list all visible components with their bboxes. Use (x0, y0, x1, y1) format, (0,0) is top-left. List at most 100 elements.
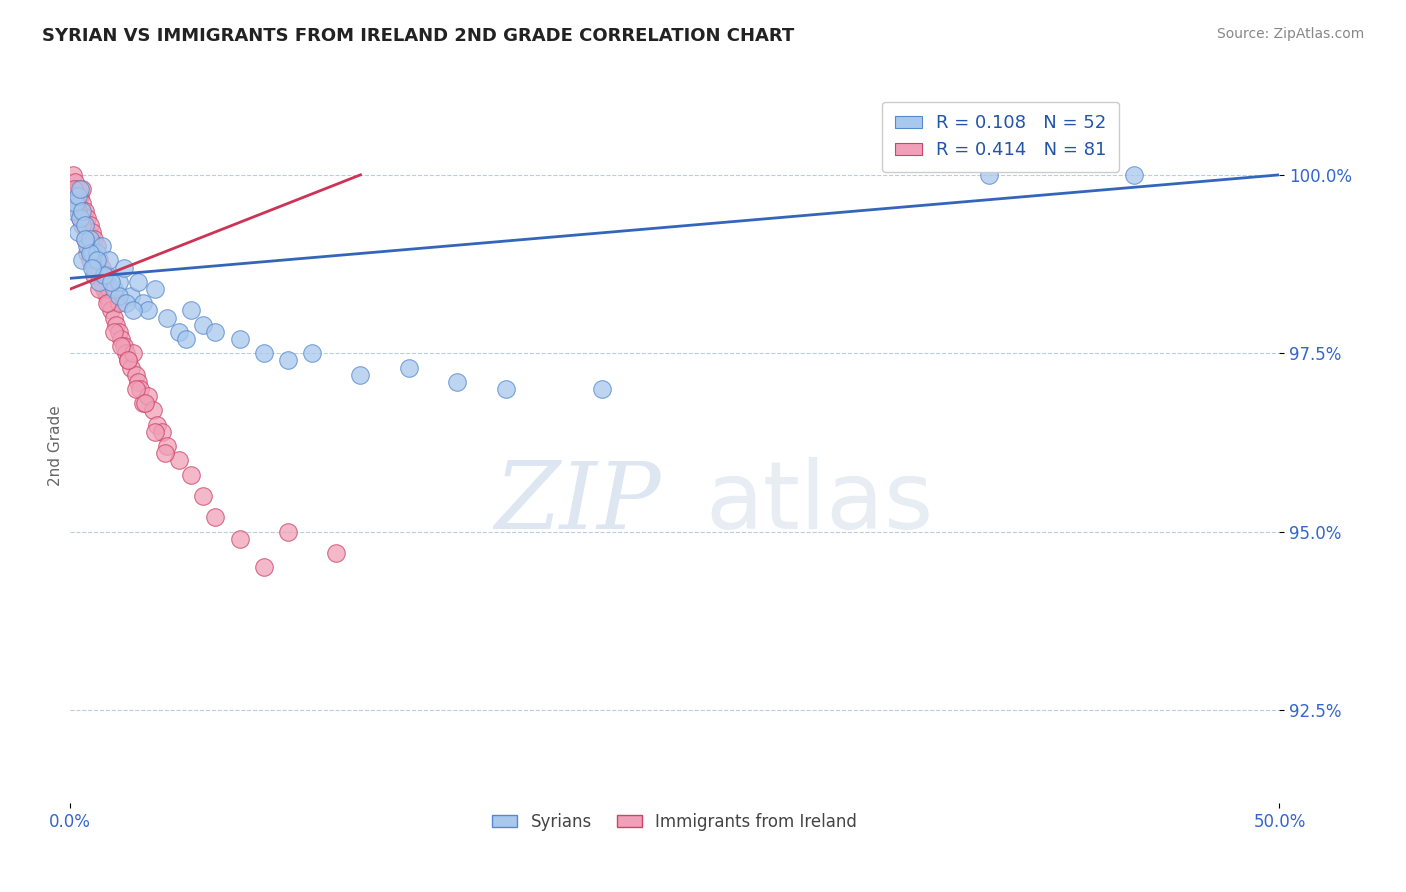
Point (979, 168, 1001, 182)
Point (180, 303, 202, 318)
Point (93, 268, 115, 282)
Point (204, 325, 226, 339)
Text: atlas: atlas (706, 457, 934, 549)
Text: Source: ZipAtlas.com: Source: ZipAtlas.com (1216, 27, 1364, 41)
Point (62, 182, 84, 196)
Point (86, 253, 108, 268)
Point (63, 196, 86, 211)
Point (132, 296, 155, 310)
Point (107, 296, 129, 310)
Point (89, 275, 111, 289)
Point (105, 318, 128, 332)
Point (72, 211, 94, 225)
Point (76, 225, 98, 239)
Point (143, 282, 166, 296)
Point (79, 253, 101, 268)
Point (69, 211, 91, 225)
Point (115, 296, 138, 310)
Point (122, 303, 145, 318)
Y-axis label: 2nd Grade: 2nd Grade (48, 406, 63, 486)
Point (107, 325, 129, 339)
Point (325, 546, 347, 560)
Point (80, 260, 103, 275)
Point (132, 396, 155, 410)
Point (141, 403, 163, 417)
Point (69, 211, 91, 225)
Point (136, 303, 159, 318)
Point (79, 232, 101, 246)
Point (63, 175, 86, 189)
Point (83, 253, 105, 268)
Text: ZIP: ZIP (495, 458, 661, 548)
Legend: Syrians, Immigrants from Ireland: Syrians, Immigrants from Ireland (486, 806, 863, 838)
Point (89, 268, 111, 282)
Point (122, 346, 145, 360)
Point (93, 268, 115, 282)
Point (66, 225, 89, 239)
Point (63, 189, 86, 203)
Point (349, 368, 371, 382)
Point (100, 275, 122, 289)
Point (86, 246, 108, 260)
Point (110, 332, 132, 346)
Point (96, 296, 118, 310)
Point (398, 360, 420, 375)
Point (136, 389, 159, 403)
Point (98, 282, 121, 296)
Point (90, 239, 112, 253)
Point (98, 296, 121, 310)
Point (167, 325, 190, 339)
Point (112, 260, 135, 275)
Point (90, 260, 112, 275)
Point (103, 282, 125, 296)
Point (180, 467, 202, 482)
Point (72, 196, 94, 211)
Point (69, 189, 91, 203)
Point (83, 246, 105, 260)
Point (193, 489, 215, 503)
Point (80, 246, 103, 260)
Point (66, 189, 89, 203)
Point (76, 239, 98, 253)
Point (83, 268, 105, 282)
Point (79, 232, 101, 246)
Point (76, 246, 98, 260)
Point (89, 253, 111, 268)
Point (495, 382, 517, 396)
Point (446, 375, 468, 389)
Point (277, 353, 299, 368)
Point (150, 425, 173, 439)
Point (167, 453, 190, 467)
Point (156, 439, 179, 453)
Point (103, 325, 125, 339)
Point (127, 275, 149, 289)
Point (107, 275, 129, 289)
Point (134, 396, 156, 410)
Point (86, 260, 108, 275)
Point (96, 289, 118, 303)
Point (156, 310, 179, 325)
Point (120, 360, 142, 375)
Point (72, 218, 94, 232)
Point (96, 268, 118, 282)
Point (253, 560, 276, 574)
Point (124, 382, 146, 396)
Point (98, 253, 121, 268)
Point (100, 303, 122, 318)
Point (63, 189, 86, 203)
Point (228, 332, 250, 346)
Point (1123, 168, 1146, 182)
Point (73, 218, 96, 232)
Point (103, 310, 125, 325)
Point (129, 382, 152, 396)
Point (204, 510, 226, 524)
Point (79, 246, 101, 260)
Point (79, 218, 101, 232)
Point (83, 260, 105, 275)
Point (62, 168, 84, 182)
Point (66, 203, 89, 218)
Point (96, 275, 118, 289)
Point (120, 289, 142, 303)
Point (117, 353, 139, 368)
Point (153, 446, 176, 460)
